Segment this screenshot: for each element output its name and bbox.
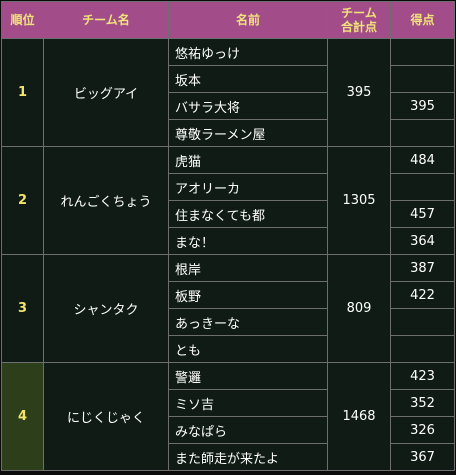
member-score-cell xyxy=(390,173,455,201)
table-row: 4 にじくじゃく 警邏 1468 423 xyxy=(1,362,455,471)
table-row: 坂本 xyxy=(2,65,455,93)
member-name-cell: 虎猫 xyxy=(168,146,328,174)
member-score-cell: 395 xyxy=(390,92,455,120)
header-score: 得点 xyxy=(390,1,455,39)
member-name-cell: まな！ xyxy=(168,227,328,255)
header-team-total: チーム 合計点 xyxy=(327,1,391,39)
member-score-cell: 326 xyxy=(390,416,455,444)
team-total-cell: 1305 xyxy=(327,146,391,255)
member-name-cell: 尊敬ラーメン屋 xyxy=(168,119,328,147)
member-name-cell: バサラ大将 xyxy=(168,92,328,120)
table-row: ミソ吉 352 xyxy=(2,389,455,417)
member-score-cell: 423 xyxy=(390,362,455,390)
member-score-cell xyxy=(390,119,455,147)
member-score-cell: 364 xyxy=(390,227,455,255)
table-row: あっきーな xyxy=(2,308,455,336)
member-score-cell: 422 xyxy=(390,281,455,309)
table-row: 2 れんごくちょう 虎猫 1305 484 xyxy=(1,146,455,255)
member-score-cell: 367 xyxy=(390,443,455,471)
member-name-cell: みなぱら xyxy=(168,416,328,444)
member-name-cell: また師走が来たよ xyxy=(168,443,328,471)
rank-cell: 2 xyxy=(1,146,44,255)
member-score-cell xyxy=(390,308,455,336)
member-score-cell xyxy=(390,335,455,363)
table-row: 住まなくても都 457 xyxy=(2,200,455,228)
table-body: 1 ビッグアイ 悠祐ゆっけ 395 坂本 バサラ大将 395 尊敬ラーメン屋 2 れんごくちょう虎… xyxy=(1,38,455,471)
member-score-cell: 387 xyxy=(390,254,455,282)
team-name-cell: れんごくちょう xyxy=(43,146,169,255)
table-row: バサラ大将 395 xyxy=(2,92,455,120)
member-score-cell: 457 xyxy=(390,200,455,228)
member-score-cell: 484 xyxy=(390,146,455,174)
member-name-cell: 警邏 xyxy=(168,362,328,390)
table-row: 板野 422 xyxy=(2,281,455,309)
header-name: 名前 xyxy=(168,1,328,39)
member-name-cell: 坂本 xyxy=(168,65,328,93)
team-name-cell: シャンタク xyxy=(43,254,169,363)
table-row: アオリーカ xyxy=(2,173,455,201)
member-name-cell: ミソ吉 xyxy=(168,389,328,417)
team-name-cell: ビッグアイ xyxy=(43,38,169,147)
header-rank: 順位 xyxy=(1,1,44,39)
member-name-cell: アオリーカ xyxy=(168,173,328,201)
header-team: チーム名 xyxy=(43,1,169,39)
member-name-cell: あっきーな xyxy=(168,308,328,336)
member-name-cell: 住まなくても都 xyxy=(168,200,328,228)
table-row: 3 シャンタク 根岸 809 387 xyxy=(1,254,455,363)
rank-cell: 3 xyxy=(1,254,44,363)
rank-cell: 1 xyxy=(1,38,44,147)
table-row: まな！ 364 xyxy=(2,227,455,255)
table-row: 1 ビッグアイ 悠祐ゆっけ 395 xyxy=(1,38,455,147)
member-score-cell xyxy=(390,65,455,93)
team-total-cell: 809 xyxy=(327,254,391,363)
rank-cell: 4 xyxy=(1,362,44,471)
table-row: また師走が来たよ 367 xyxy=(2,443,455,471)
table-row: 尊敬ラーメン屋 xyxy=(2,119,455,147)
team-total-cell: 395 xyxy=(327,38,391,147)
member-name-cell: とも xyxy=(168,335,328,363)
member-name-cell: 板野 xyxy=(168,281,328,309)
member-score-cell xyxy=(390,38,455,66)
team-name-cell: にじくじゃく xyxy=(43,362,169,471)
member-name-cell: 悠祐ゆっけ xyxy=(168,38,328,66)
team-total-cell: 1468 xyxy=(327,362,391,471)
table-row: とも xyxy=(2,335,455,363)
header-row: 順位 チーム名 名前 チーム 合計点 得点 xyxy=(1,1,455,39)
member-score-cell: 352 xyxy=(390,389,455,417)
member-name-cell: 根岸 xyxy=(168,254,328,282)
